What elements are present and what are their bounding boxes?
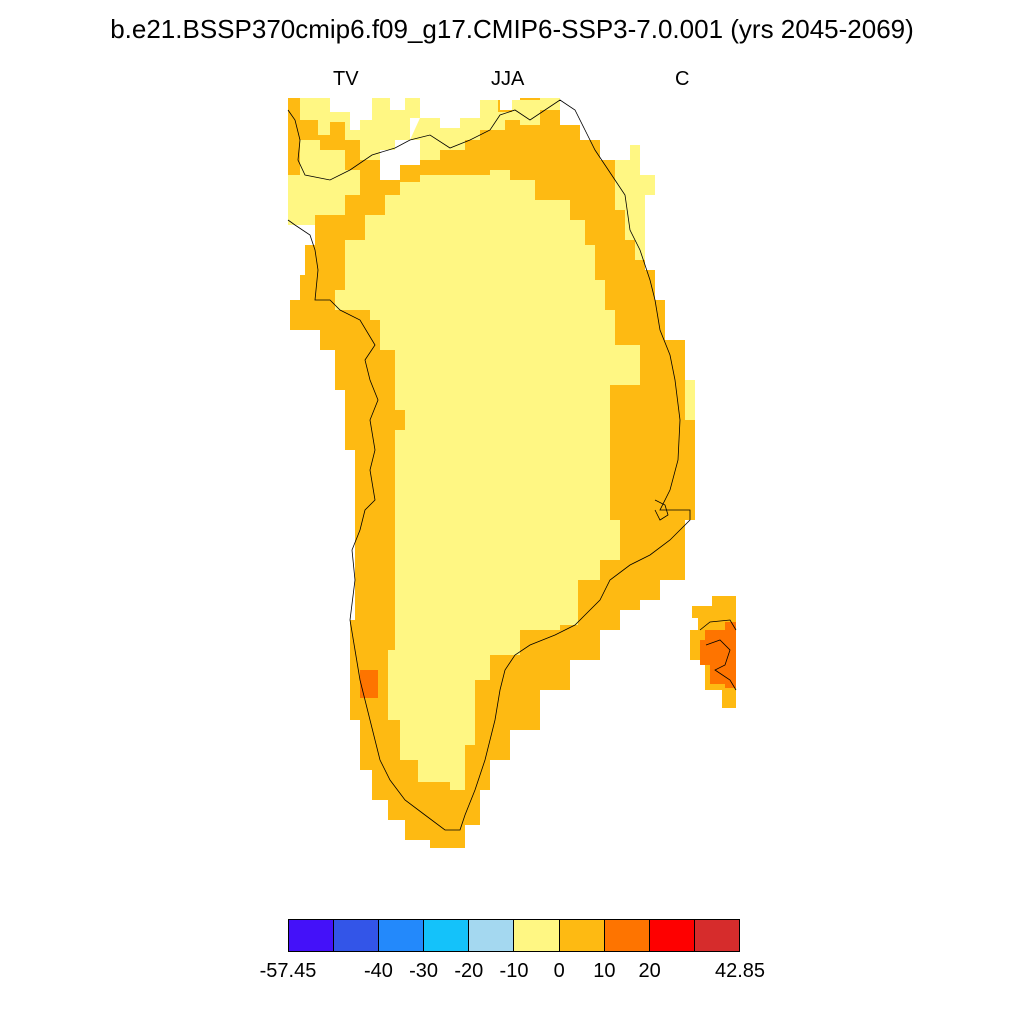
colorbar [288,919,740,952]
plot-title: b.e21.BSSP370cmip6.f09_g17.CMIP6-SSP3-7.… [110,14,914,44]
variable-label: TV [333,68,359,90]
colorbar-tick-label: -40 [363,960,393,982]
colorbar-tick-label: -10 [499,960,529,982]
colorbar-tick-label: 20 [638,960,661,982]
colorbar-tick-label: -30 [409,960,439,982]
island-hot [700,622,736,688]
cool-region-nw2 [300,98,420,160]
interior-region [335,170,640,790]
colorbar-box [289,920,335,951]
colorbar-tick-label: -57.45 [259,960,317,982]
colorbar-tick-label: 10 [593,960,616,982]
colorbar-box [334,920,380,951]
hot-cell-west [360,670,378,698]
colorbar-box [559,920,605,951]
colorbar-box [424,920,470,951]
colorbar-box [379,920,425,951]
cool-region-ne [615,145,655,260]
colorbar-box [469,920,515,951]
cool-region-nw [288,140,360,225]
colorbar-tick-label: 0 [553,960,565,982]
colorbar-tick-label: -20 [454,960,484,982]
coastline [287,99,737,831]
colorbar-box [649,920,695,951]
colorbar-tick-label: 42.85 [714,960,766,982]
units-label: C [675,68,690,90]
cool-region-e [685,380,695,420]
colorbar-box [604,920,650,951]
cool-region-n [410,98,560,160]
colorbar-ticks: -57.45 -40 -30 -20 -10 0 10 20 42.85 [0,960,1024,990]
season-label: JJA [491,68,525,90]
colorbar-box [694,920,739,951]
colorbar-box [514,920,560,951]
